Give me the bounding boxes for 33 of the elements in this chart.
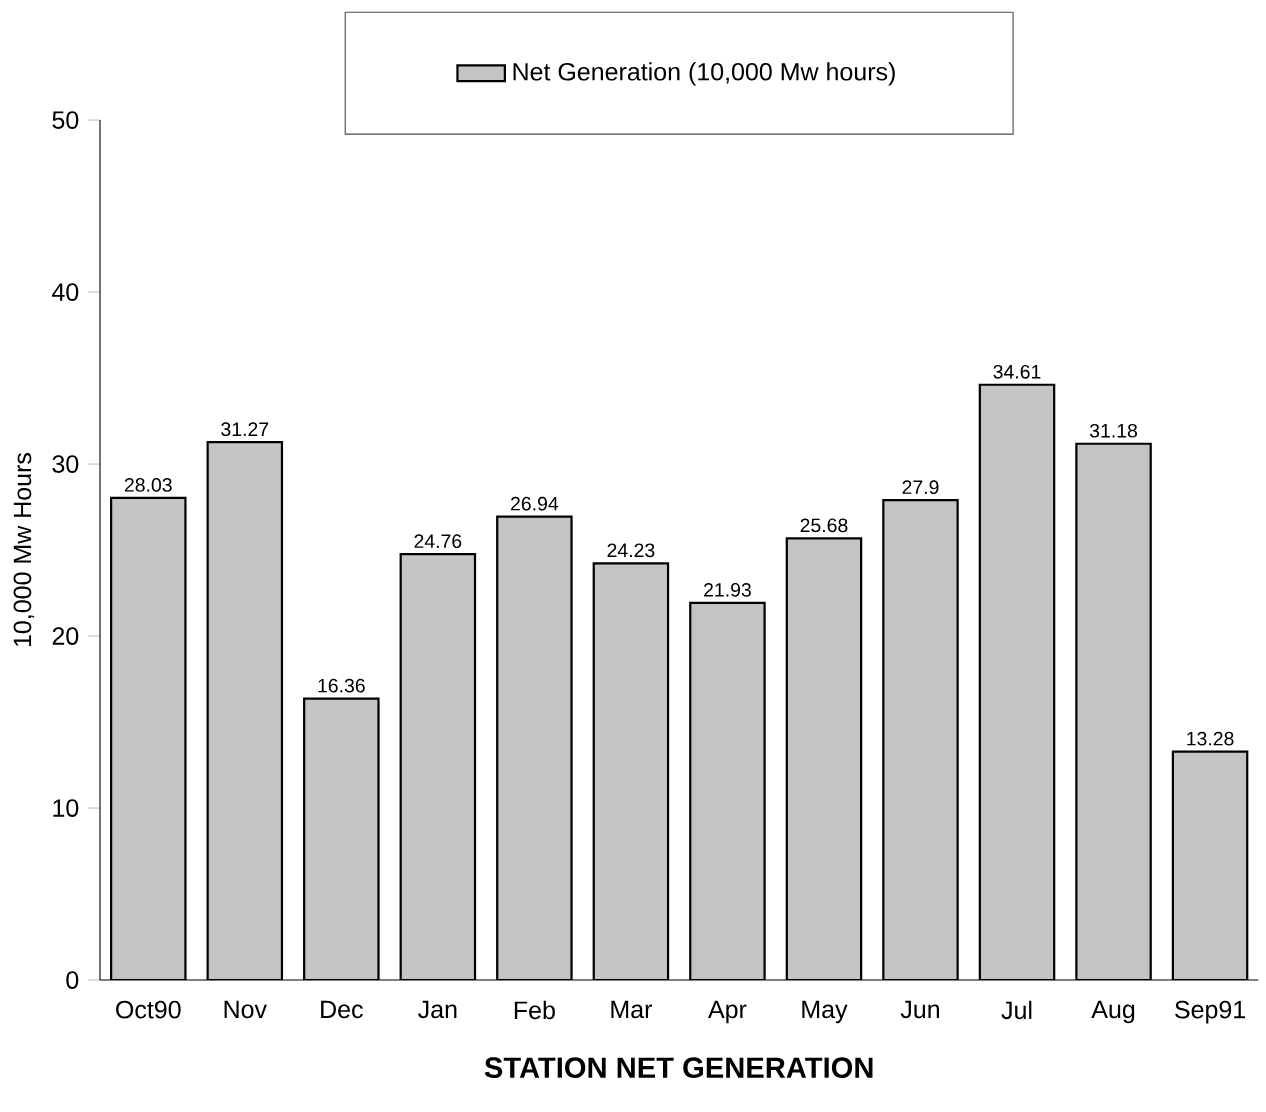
data-label: 31.18 (1089, 423, 1138, 438)
x-tick-label: Feb (514, 1000, 555, 1020)
data-label: 21.93 (704, 583, 751, 597)
data-label: 24.23 (607, 543, 655, 558)
x-tick-label: Nov (224, 1000, 267, 1019)
x-tick-label: Oct90 (116, 1000, 181, 1019)
x-tick-label: Sep91 (1175, 1000, 1245, 1024)
data-label: 27.9 (902, 480, 939, 495)
x-tick-label: Mar (611, 1000, 653, 1019)
x-tick-label: Dec (321, 1000, 363, 1019)
legend-label: Net Generation (10,000 Mw hours) (513, 62, 895, 86)
x-tick-label: Aug (1091, 1000, 1135, 1024)
y-tick-label: 0 (66, 971, 79, 989)
x-tick-label: Jun (900, 1000, 940, 1019)
data-label: 13.28 (1187, 731, 1234, 746)
x-tick-label: May (802, 1000, 848, 1024)
data-label: 25.68 (800, 518, 848, 533)
y-tick-label: 40 (52, 283, 79, 301)
x-tick-label: Jul (1001, 1000, 1032, 1020)
y-axis-title: 10,000 Mw Hours (13, 453, 35, 647)
data-label: 28.03 (124, 478, 172, 492)
data-label: 34.61 (993, 364, 1041, 379)
y-tick-label: 50 (52, 111, 79, 129)
text: STATION NET GENERATION (484, 1057, 873, 1078)
data-label: 26.94 (511, 496, 559, 511)
data-label: 24.76 (414, 534, 462, 549)
x-tick-label: Jan (418, 1000, 457, 1019)
y-tick-label: 20 (52, 627, 79, 645)
y-tick-label: 30 (52, 455, 79, 473)
data-label: 16.36 (318, 678, 365, 693)
data-label: 31.27 (221, 422, 269, 437)
x-tick-label: Apr (708, 1000, 747, 1024)
y-tick-label: 10 (53, 799, 79, 817)
